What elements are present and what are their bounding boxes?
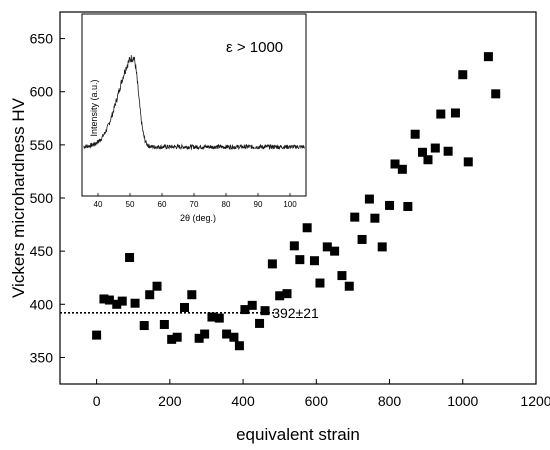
y-tick-label: 600 [30,84,54,100]
x-tick-label: 0 [93,393,101,409]
data-point [330,246,340,256]
y-tick-label: 400 [30,296,54,312]
data-point [322,242,332,252]
data-point [417,147,427,157]
inset-x-tick-label: 50 [126,200,135,209]
data-point [179,302,189,312]
inset-x-tick-label: 40 [94,200,103,209]
data-point [92,330,102,340]
main-plot: 0 200 400 600 800 1000 1200 350 400 450 500 550 600 6… [9,11,550,444]
x-tick-label: 1200 [520,393,550,409]
inset-plot: 40 50 60 70 80 90 100 ε > 1000 2θ (deg.) Inten… [81,13,307,223]
data-point [222,329,232,339]
data-point [240,305,250,315]
data-point [139,321,149,331]
x-tick-label: 800 [378,393,402,409]
data-point [350,212,360,222]
data-point [397,164,407,174]
data-point [130,298,140,308]
data-point [172,332,182,342]
x-axis-title: equivalent strain [236,425,360,444]
inset-axes: 40 50 60 70 80 90 100 [94,193,297,209]
inset-xrd-trace [83,55,305,151]
data-point [159,319,169,329]
data-point [357,234,367,244]
data-point [289,241,299,251]
data-point [458,70,468,80]
reference-line-label: 392±21 [272,305,319,321]
data-point [267,259,277,269]
data-point [207,312,217,322]
data-point [403,202,413,212]
inset-x-tick-label: 70 [190,200,199,209]
data-point [463,157,473,167]
x-tick-label: 600 [305,393,329,409]
data-point [99,294,109,304]
main-data-points [92,52,501,351]
data-point [187,290,197,300]
data-point [295,255,305,265]
inset-x-tick-label: 80 [222,200,231,209]
inset-x-tick-label: 60 [158,200,167,209]
data-point [282,289,292,299]
data-point [152,281,162,291]
inset-annotation: ε > 1000 [226,39,283,56]
data-point [260,306,270,316]
data-point [364,194,374,204]
data-point [491,89,501,99]
x-tick-label: 400 [231,393,255,409]
data-point [214,313,224,323]
data-point [247,300,257,310]
data-point [145,290,155,300]
data-point [337,271,347,281]
y-tick-label: 650 [30,31,54,47]
inset-x-tick-label: 100 [283,200,297,209]
data-point [390,159,400,169]
data-point [167,334,177,344]
inset-x-axis-title: 2θ (deg.) [180,213,216,223]
data-point [450,108,460,118]
y-axis-title: Vickers microhardness HV [9,97,28,298]
data-point [436,109,446,119]
inset-plot-frame [81,13,307,197]
data-point [104,295,114,305]
data-point [344,281,354,291]
data-point [385,200,395,210]
data-point [125,253,135,263]
inset-y-axis-title: Intensity (a.u.) [89,79,99,136]
data-point [194,333,204,343]
main-axes: 0 200 400 600 800 1000 1200 350 400 450 500 550 600 6… [30,31,550,409]
x-tick-label: 200 [158,393,182,409]
data-point [234,341,244,351]
y-tick-label: 450 [30,243,54,259]
data-point [117,296,127,306]
data-point [229,332,239,342]
inset-x-tick-label: 90 [254,200,263,209]
data-point [370,213,380,223]
data-point [423,155,433,165]
data-point [315,278,325,288]
y-tick-label: 500 [30,190,54,206]
data-point [309,256,319,266]
data-point [377,242,387,252]
data-point [112,299,122,309]
data-point [302,223,312,233]
y-tick-label: 350 [30,349,54,365]
data-point [430,143,440,153]
data-point [410,129,420,139]
y-tick-label: 550 [30,137,54,153]
data-point [483,52,493,62]
data-point [275,291,285,301]
data-point [443,146,453,156]
x-tick-label: 1000 [447,393,478,409]
data-point [200,329,210,339]
data-point [255,318,265,328]
